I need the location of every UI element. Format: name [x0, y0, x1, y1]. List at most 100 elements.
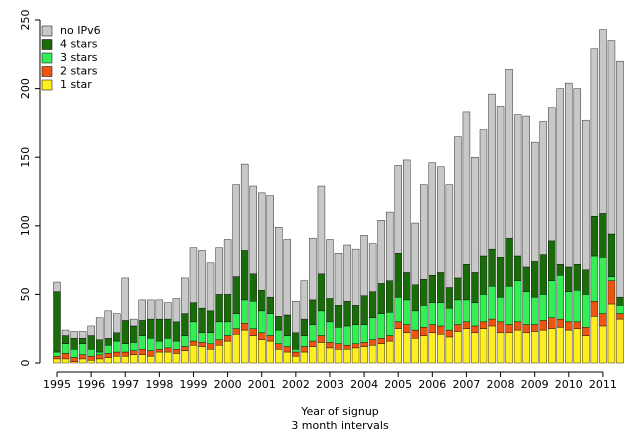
bar-segment [53, 291, 61, 353]
bar-segment [548, 107, 556, 242]
bar-segment [385, 211, 394, 281]
bar-segment [249, 273, 257, 302]
bar-segment [113, 340, 121, 353]
bar-segment [343, 325, 351, 346]
legend-swatch [41, 79, 53, 91]
bar-segment [471, 332, 479, 364]
x-tick-label: 1999 [179, 378, 207, 391]
bar-segment [232, 328, 240, 335]
bar-segment [70, 361, 78, 364]
bar-segment [223, 340, 232, 364]
bar-segment [206, 349, 215, 364]
bar-segment [104, 357, 112, 364]
bar-segment [496, 332, 505, 364]
legend-swatch [41, 25, 53, 37]
bar-segment [61, 329, 70, 336]
bar-segment [249, 301, 257, 329]
bar-segment [104, 338, 112, 346]
x-tick-label: 2009 [521, 378, 549, 391]
bar-segment [360, 324, 368, 343]
bar-segment [479, 255, 488, 295]
bar-segment [309, 299, 317, 325]
bar-segment [505, 324, 513, 334]
bar-segment [155, 340, 164, 350]
legend-swatch [41, 52, 53, 64]
bar-segment [181, 350, 189, 364]
bar-segment [556, 318, 564, 328]
bar-segment [164, 338, 172, 349]
bar-segment [147, 299, 155, 320]
bar-segment [377, 313, 385, 339]
bar-segment [505, 237, 513, 287]
legend-swatch [41, 66, 53, 77]
bar-segment [582, 119, 590, 270]
bar-segment [198, 332, 206, 343]
bar-segment [471, 325, 479, 334]
legend-label: 4 stars [60, 38, 98, 51]
bar-segment [403, 324, 411, 334]
bar-segment [326, 321, 334, 343]
bar-segment [309, 324, 317, 342]
bar-segment [522, 115, 530, 268]
x-tick-label: 2000 [214, 378, 242, 391]
bar-segment [394, 328, 402, 364]
bar-segment [215, 247, 223, 295]
bar-segment [249, 328, 257, 336]
bar-segment [87, 355, 95, 361]
bar-segment [505, 332, 513, 364]
bar-segment [147, 338, 155, 351]
bar-segment [411, 310, 419, 331]
bar-segment [590, 301, 599, 317]
legend-label: 3 stars [60, 51, 98, 64]
bar-segment [61, 353, 70, 360]
bar-segment [240, 250, 249, 301]
bar-segment [326, 239, 334, 299]
x-tick-label: 2008 [487, 378, 515, 391]
bar-segment [104, 353, 112, 358]
bar-segment [283, 314, 292, 336]
bar-segment [206, 343, 215, 350]
bar-segment [189, 344, 198, 364]
bar-segment [87, 360, 95, 364]
x-tick-label: 2006 [418, 378, 446, 391]
x-tick-label: 1996 [77, 378, 105, 391]
bar-segment [385, 280, 394, 313]
bar-segment [130, 354, 138, 364]
bar-segment [479, 321, 488, 329]
bar-segment [215, 294, 223, 323]
bar-segment [462, 328, 471, 364]
bar-segment [556, 327, 564, 364]
bar-segment [428, 332, 437, 364]
bar-segment [223, 335, 232, 342]
bar-segment [411, 338, 419, 364]
bar-segment [403, 159, 411, 273]
bar-segment [454, 277, 462, 301]
bar-segment [590, 215, 599, 257]
bar-segment [258, 192, 266, 291]
bar-segment [454, 299, 462, 325]
bar-segment [317, 342, 326, 364]
y-tick-label: 250 [19, 10, 32, 31]
x-tick-label: 2003 [316, 378, 344, 391]
bar-segment [428, 302, 437, 325]
bar-segment [300, 346, 309, 353]
bar-segment [249, 335, 257, 364]
bar-segment [334, 305, 343, 328]
bar-segment [70, 349, 78, 358]
bar-segment [565, 291, 573, 323]
bar-segment [522, 332, 530, 364]
bar-segment [522, 266, 530, 292]
bar-segment [61, 335, 70, 344]
bar-segment [513, 280, 522, 323]
bar-segment [87, 325, 95, 336]
bar-segment [368, 339, 377, 346]
bar-segment [53, 355, 61, 360]
bar-segment [206, 262, 215, 312]
bar-segment [479, 294, 488, 323]
bar-segment [215, 339, 223, 346]
bar-segment [496, 321, 505, 334]
bar-segment [445, 336, 454, 364]
bar-segment [292, 301, 300, 334]
x-tick-label: 2011 [589, 378, 617, 391]
bar-segment [462, 321, 471, 329]
